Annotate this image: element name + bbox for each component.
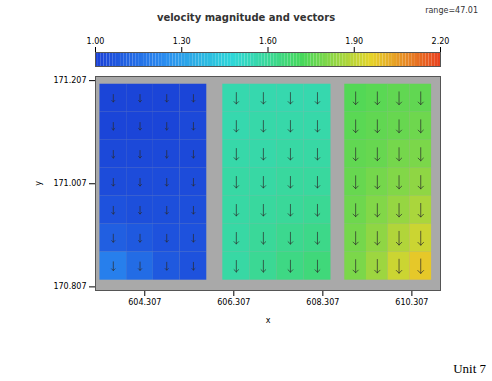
- svg-text:x: x: [266, 316, 271, 325]
- svg-text:1.30: 1.30: [173, 37, 191, 46]
- svg-text:170.807: 170.807: [53, 282, 86, 291]
- html-text:range=47.01: range=47.01: [425, 6, 478, 15]
- svg-text:606.307: 606.307: [217, 298, 250, 307]
- svg-text:1.90: 1.90: [345, 37, 363, 46]
- svg-text:y: y: [34, 181, 43, 186]
- svg-text:1.60: 1.60: [259, 37, 277, 46]
- svg-text:171.207: 171.207: [53, 76, 86, 85]
- html-text:Unit 7: Unit 7: [453, 361, 486, 376]
- svg-text:1.00: 1.00: [87, 37, 105, 46]
- svg-text:610.307: 610.307: [395, 298, 428, 307]
- svg-text:608.307: 608.307: [306, 298, 339, 307]
- svg-text:604.307: 604.307: [128, 298, 161, 307]
- svg-text:2.20: 2.20: [432, 37, 450, 46]
- svg-text:171.007: 171.007: [53, 179, 86, 188]
- html-text:velocity magnitude and vectors: velocity magnitude and vectors: [156, 12, 336, 23]
